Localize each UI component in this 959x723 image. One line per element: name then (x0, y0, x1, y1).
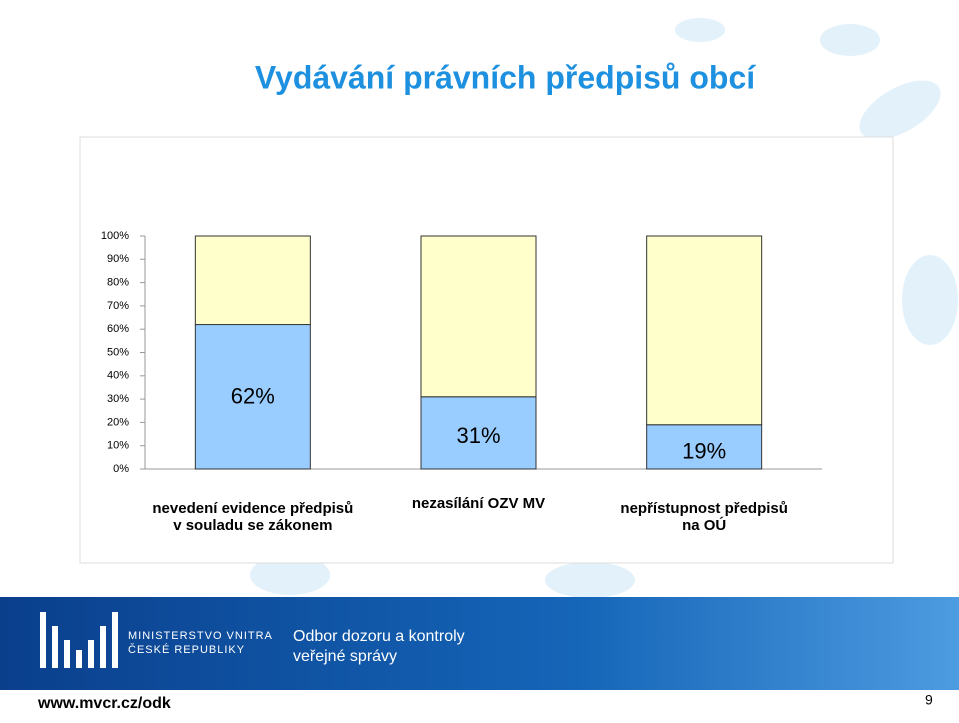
x-tick-label: nepřístupnost předpisů na OÚ (620, 500, 788, 534)
x-tick-label: nevedení evidence předpisů v souladu se z… (152, 500, 353, 534)
data-label: 19% (682, 438, 726, 463)
y-tick-label: 90% (107, 253, 129, 265)
y-tick-label: 60% (107, 323, 129, 335)
bar-segment (420, 396, 537, 470)
y-tick-label: 30% (107, 393, 129, 405)
data-label: 62% (231, 383, 275, 408)
bar-segment (646, 424, 763, 470)
y-tick-label: 20% (107, 416, 129, 428)
y-tick-label: 0% (113, 463, 129, 475)
bar-segment (194, 235, 311, 326)
bar-segment (420, 235, 537, 398)
y-tick-label: 40% (107, 370, 129, 382)
y-tick-label: 70% (107, 300, 129, 312)
y-tick-label: 100% (101, 230, 129, 242)
ministry-name: MINISTERSTVO VNITRA (128, 630, 273, 642)
y-tick-label: 10% (107, 440, 129, 452)
y-tick-label: 50% (107, 346, 129, 358)
slide-title: Vydávání právních předpisů obcí (255, 59, 756, 95)
department: veřejné správy (293, 648, 397, 665)
logo (40, 612, 118, 668)
page-number: 9 (925, 692, 933, 708)
background-decoration (250, 18, 958, 598)
bar-segment (646, 235, 763, 426)
url: www.mvcr.cz/odk (37, 695, 171, 712)
x-tick-label: nezasílání OZV MV (412, 495, 545, 512)
y-tick-label: 80% (107, 277, 129, 289)
footer-band (0, 597, 959, 690)
department: Odbor dozoru a kontroly (293, 628, 465, 645)
ministry-name: ČESKÉ REPUBLIKY (128, 643, 245, 656)
data-label: 31% (456, 423, 500, 448)
